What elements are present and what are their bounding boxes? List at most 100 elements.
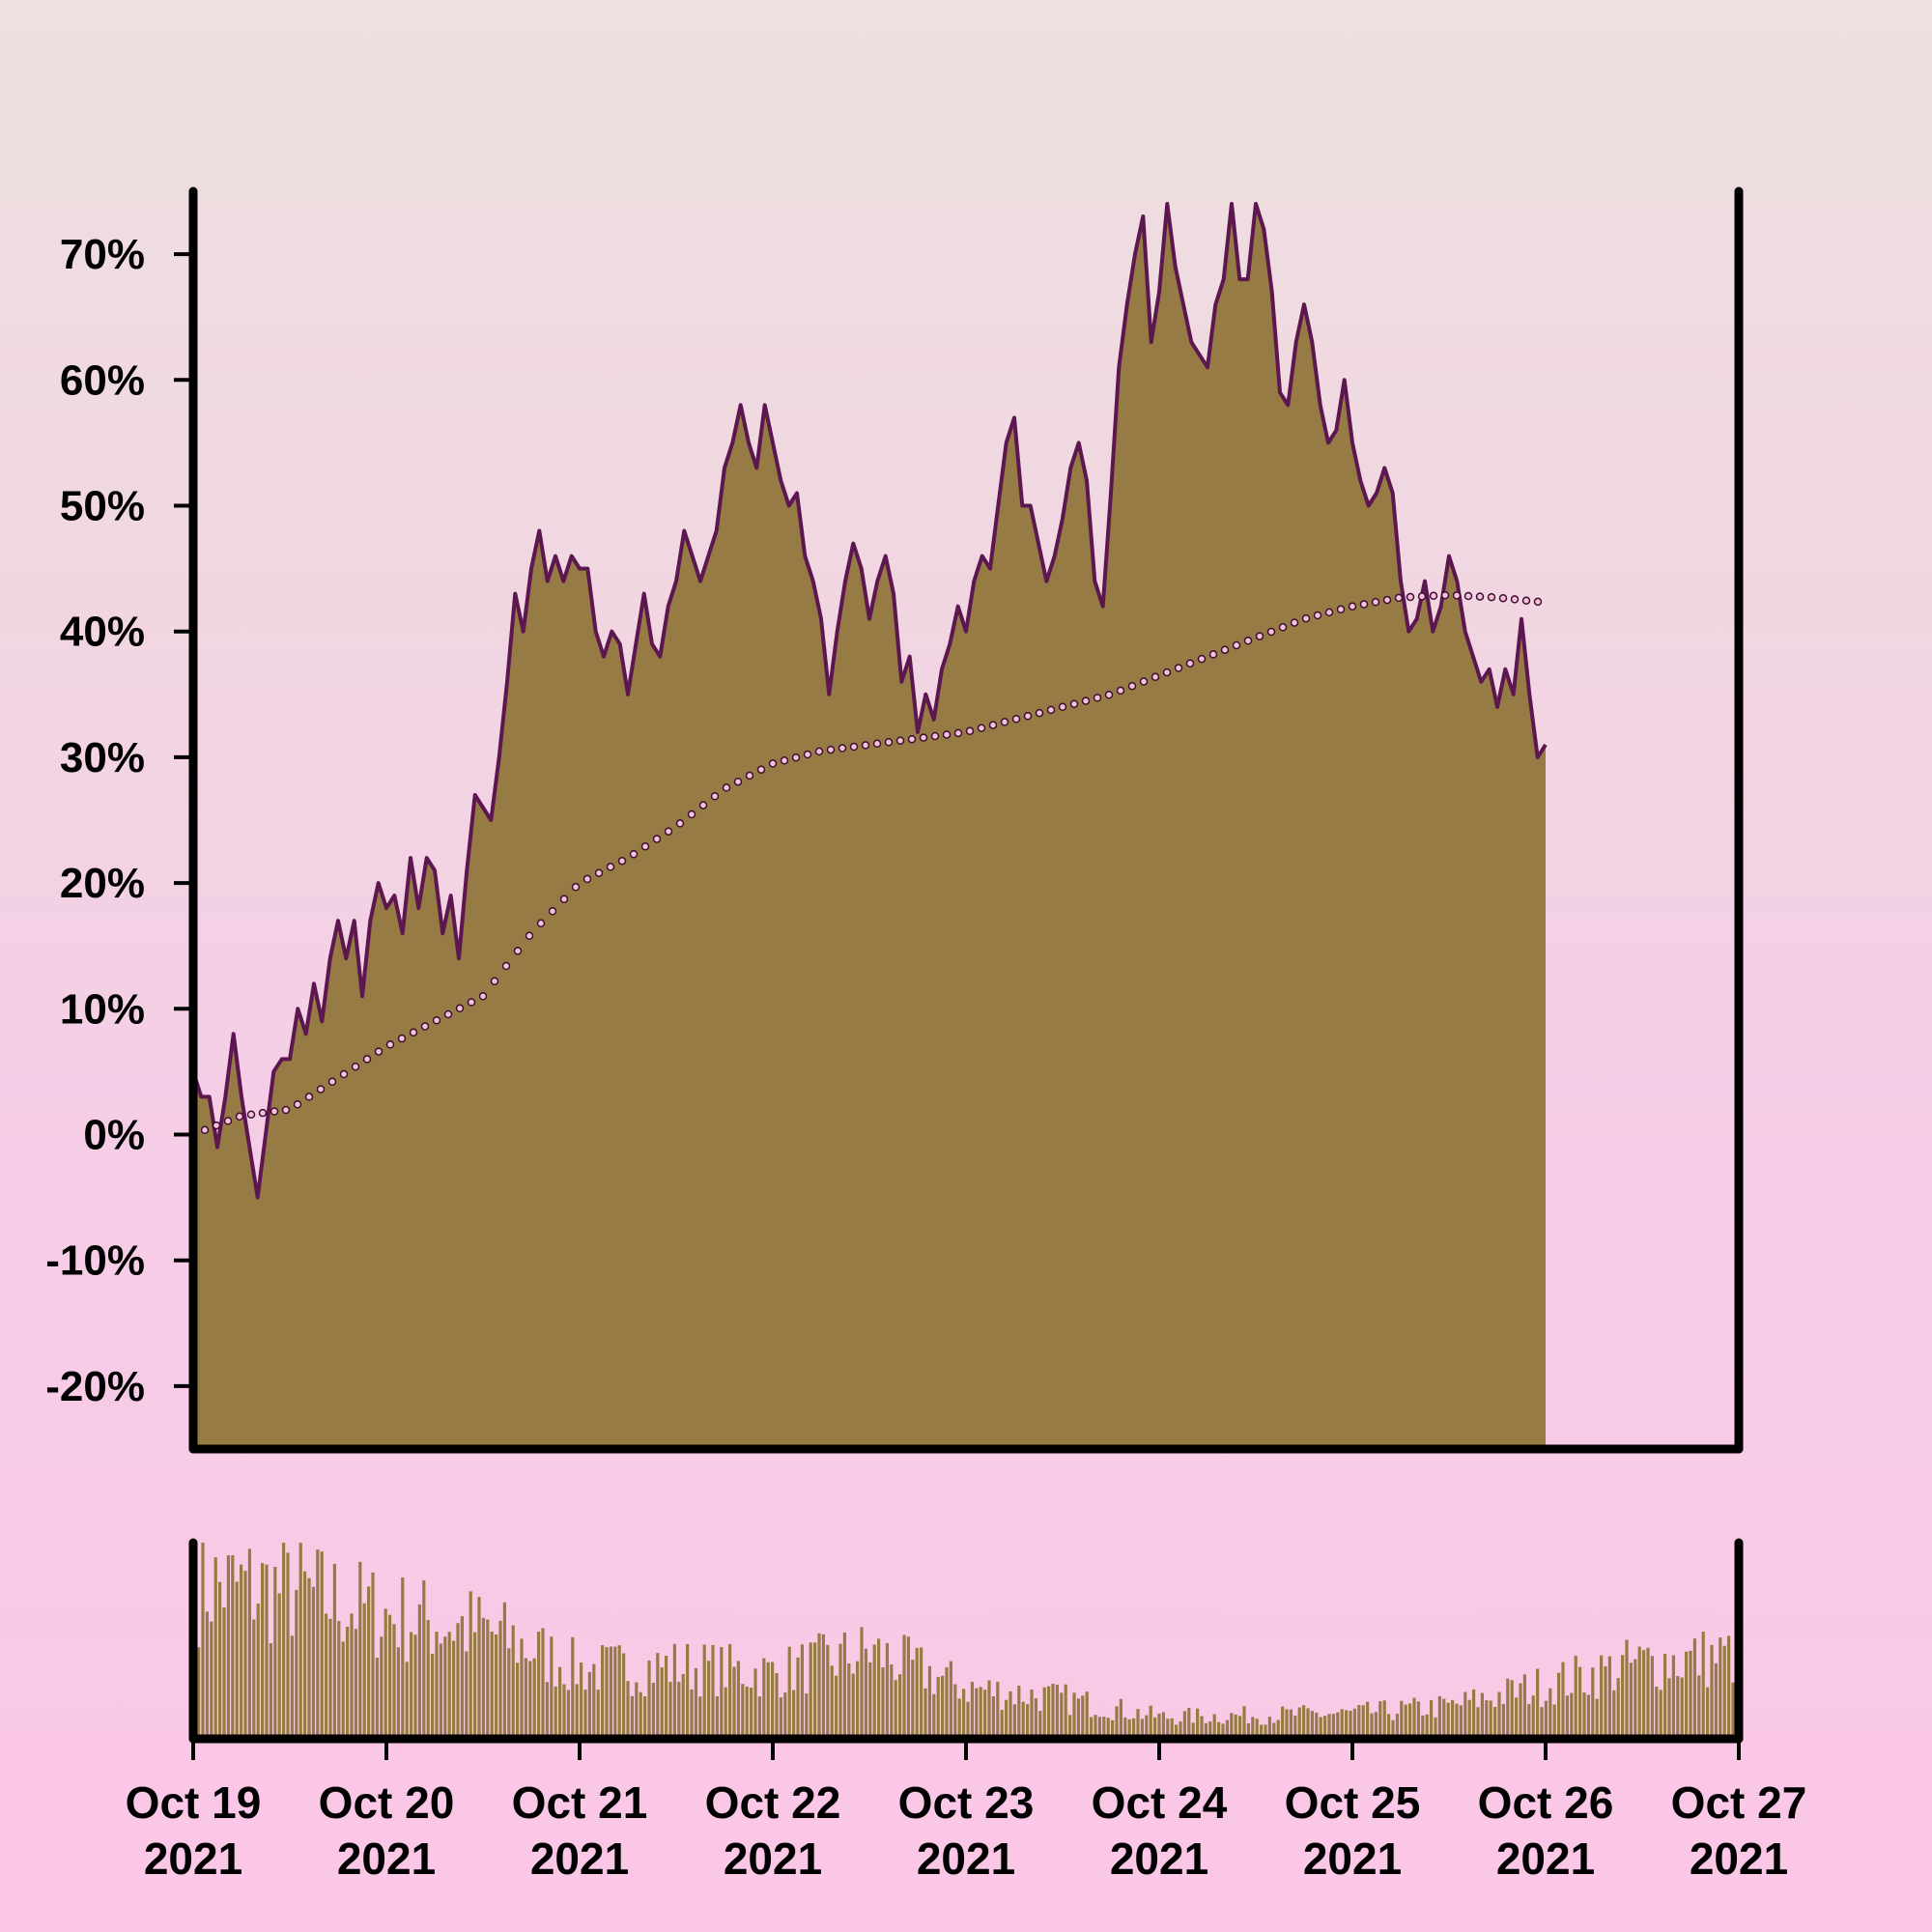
volume-bar	[298, 1543, 302, 1739]
volume-bar	[1685, 1651, 1689, 1739]
moving-average-point	[455, 1004, 465, 1013]
volume-bar	[541, 1628, 545, 1739]
volume-bar	[1582, 1692, 1586, 1739]
x-tick-label-year: 2021	[724, 1833, 822, 1884]
volume-bar	[201, 1543, 205, 1739]
volume-bar	[1106, 1718, 1110, 1739]
volume-bar	[1416, 1701, 1420, 1739]
volume-bar	[1293, 1716, 1297, 1739]
volume-bar	[537, 1632, 541, 1739]
volume-bar	[256, 1604, 260, 1739]
volume-bar	[821, 1634, 825, 1739]
volume-bar	[1145, 1715, 1149, 1739]
moving-average-point	[536, 919, 546, 928]
volume-bar	[864, 1648, 867, 1739]
volume-bar	[362, 1603, 366, 1739]
volume-bar	[1264, 1724, 1267, 1739]
volume-bar	[1437, 1695, 1441, 1739]
x-tick-label-date: Oct 20	[319, 1777, 455, 1828]
volume-bar	[1204, 1722, 1208, 1739]
volume-bar	[1604, 1665, 1607, 1739]
moving-average-point	[791, 753, 801, 762]
moving-average-point	[1301, 613, 1311, 623]
volume-bar	[1680, 1677, 1684, 1739]
volume-bar	[1574, 1656, 1577, 1739]
moving-average-point	[1313, 611, 1322, 620]
volume-bar	[290, 1635, 294, 1739]
volume-bar	[1149, 1705, 1152, 1739]
volume-bar	[1692, 1638, 1696, 1739]
volume-bar	[1191, 1722, 1195, 1739]
volume-bar	[1230, 1713, 1234, 1739]
volume-bar	[1442, 1698, 1446, 1739]
volume-bar	[1625, 1639, 1629, 1739]
moving-average-point	[571, 883, 581, 892]
volume-bar	[1612, 1690, 1616, 1739]
volume-bar	[401, 1577, 405, 1739]
volume-bar	[490, 1632, 494, 1739]
y-axis: -20% -10% 0% 10% 20% 30% 40% 50% 60% 70%	[45, 231, 193, 1410]
volume-bar	[677, 1682, 681, 1739]
volume-bar	[920, 1647, 923, 1739]
moving-average-point	[374, 1047, 384, 1056]
moving-average-point	[594, 868, 604, 877]
volume-bar	[1127, 1719, 1131, 1739]
volume-bar	[265, 1564, 269, 1739]
volume-bar	[1400, 1700, 1404, 1739]
volume-bar	[1042, 1687, 1046, 1739]
volume-bar	[1710, 1644, 1714, 1739]
volume-bar	[1408, 1703, 1412, 1739]
moving-average-point	[270, 1107, 279, 1116]
volume-bar	[562, 1684, 566, 1739]
volume-bar	[1157, 1713, 1161, 1739]
volume-bar	[447, 1632, 451, 1739]
volume-bar	[983, 1690, 987, 1739]
volume-bar	[1055, 1684, 1059, 1739]
volume-bar	[443, 1636, 447, 1739]
volume-bar	[226, 1555, 230, 1739]
moving-average-point	[1081, 696, 1091, 705]
moving-average-point	[1348, 602, 1357, 611]
volume-bar	[439, 1643, 442, 1739]
volume-bar	[1646, 1647, 1650, 1739]
volume-bar	[583, 1690, 587, 1739]
volume-bar	[991, 1696, 995, 1739]
volume-bar	[1659, 1690, 1662, 1739]
volume-bar	[1387, 1714, 1391, 1739]
volume-bar	[987, 1680, 991, 1739]
moving-average-point	[1452, 591, 1462, 600]
volume-bar	[354, 1629, 357, 1739]
volume-bar	[656, 1653, 660, 1739]
volume-bar	[1485, 1700, 1489, 1739]
volume-bar	[957, 1698, 961, 1739]
moving-average-point	[745, 771, 754, 781]
volume-bar	[1586, 1694, 1590, 1739]
moving-average-point	[1324, 608, 1334, 617]
moving-average-point	[478, 992, 488, 1001]
volume-bar	[1297, 1707, 1301, 1739]
x-tick-label-date: Oct 19	[126, 1777, 262, 1828]
volume-bar	[1175, 1724, 1179, 1739]
x-tick-label-date: Oct 21	[512, 1777, 648, 1828]
volume-bar	[1064, 1684, 1067, 1739]
volume-bar	[1115, 1706, 1119, 1739]
volume-bar	[775, 1673, 779, 1739]
volume-bar	[243, 1571, 247, 1739]
volume-bar	[1182, 1711, 1186, 1739]
moving-average-point	[293, 1100, 302, 1109]
volume-bar	[1519, 1683, 1522, 1739]
moving-average-point	[1127, 681, 1137, 691]
volume-bar	[1331, 1714, 1335, 1739]
volume-bar	[566, 1690, 570, 1739]
volume-bar	[894, 1680, 897, 1739]
volume-bar	[1090, 1717, 1094, 1739]
volume-bar	[392, 1624, 396, 1739]
moving-average-point	[1290, 618, 1299, 627]
volume-bar	[1459, 1705, 1463, 1739]
volume-bar	[550, 1636, 554, 1739]
moving-average-point	[1058, 702, 1067, 712]
moving-average-point	[235, 1112, 244, 1122]
moving-average-point	[1000, 718, 1009, 726]
volume-bar	[524, 1658, 527, 1739]
volume-bar	[1727, 1635, 1731, 1739]
